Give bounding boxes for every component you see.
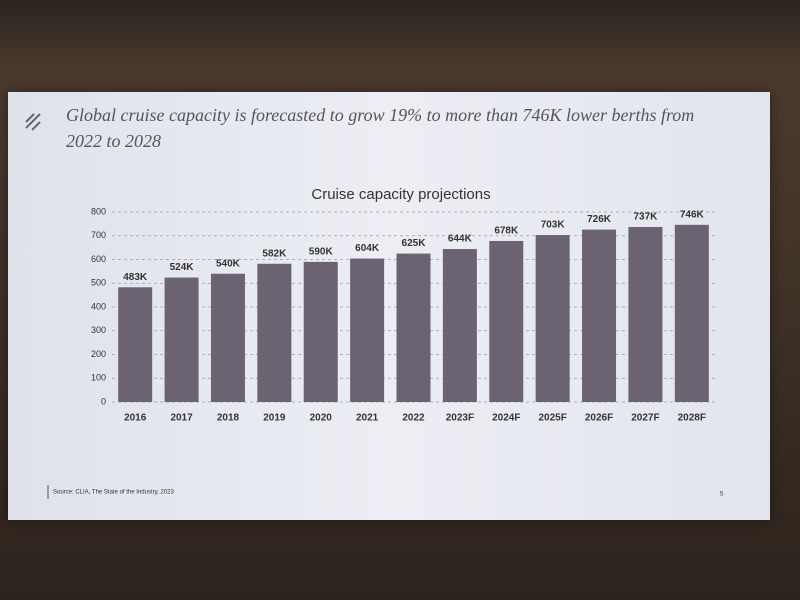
value-label: 524K	[170, 262, 195, 273]
x-tick-label: 2019	[263, 413, 286, 424]
bar	[442, 249, 477, 402]
y-tick-label: 800	[91, 206, 106, 216]
y-tick-label: 0	[101, 396, 106, 406]
page-number: 5	[720, 492, 724, 498]
y-tick-label: 400	[91, 301, 106, 311]
value-label: 625K	[402, 238, 427, 249]
bar	[535, 235, 570, 402]
y-tick-label: 700	[91, 230, 106, 240]
chart: Cruise capacity projections Source: CLIA…	[25, 113, 724, 499]
x-tick-label: 2017	[170, 413, 193, 424]
slide-title: Global cruise capacity is forecasted to …	[66, 105, 695, 151]
x-tick-label: 2016	[124, 413, 147, 424]
bar	[303, 261, 338, 402]
bar	[210, 273, 245, 402]
x-tick-label: 2024F	[492, 413, 520, 424]
y-tick-label: 200	[91, 349, 106, 359]
chart-title: Cruise capacity projections	[311, 186, 490, 203]
x-tick-label: 2018	[217, 413, 240, 424]
value-label: 483K	[123, 272, 148, 283]
bar	[396, 253, 431, 402]
value-label: 540K	[216, 258, 241, 269]
y-tick-label: 100	[91, 373, 106, 383]
y-tick-label: 500	[91, 278, 106, 288]
value-label: 703K	[541, 220, 566, 231]
value-label: 726K	[587, 214, 612, 225]
value-label: 590K	[309, 247, 334, 258]
bar	[118, 287, 153, 402]
x-tick-label: 2023F	[446, 413, 474, 424]
value-label: 678K	[494, 226, 519, 237]
bar	[164, 277, 199, 402]
value-label: 644K	[448, 234, 473, 245]
bar	[257, 263, 292, 402]
x-tick-label: 2022	[402, 413, 425, 424]
bar	[350, 258, 385, 402]
y-tick-label: 600	[91, 254, 106, 264]
bar	[489, 240, 524, 402]
logo	[25, 113, 41, 131]
x-tick-label: 2025F	[538, 413, 566, 424]
value-label: 746K	[680, 209, 705, 220]
x-tick-label: 2026F	[585, 413, 613, 424]
bar	[628, 226, 663, 402]
bar	[674, 224, 709, 402]
x-tick-label: 2027F	[631, 413, 659, 424]
x-tick-label: 2020	[310, 413, 333, 424]
value-label: 582K	[262, 248, 287, 259]
source: Source: CLIA, The State of the Industry,…	[53, 490, 175, 496]
value-label: 737K	[633, 212, 658, 223]
x-tick-label: 2028F	[678, 413, 706, 424]
x-tick-label: 2021	[356, 413, 379, 424]
value-label: 604K	[355, 243, 380, 254]
slide: Cruise capacity projections Source: CLIA…	[8, 92, 770, 520]
y-tick-label: 300	[91, 325, 106, 335]
bar	[582, 229, 617, 402]
